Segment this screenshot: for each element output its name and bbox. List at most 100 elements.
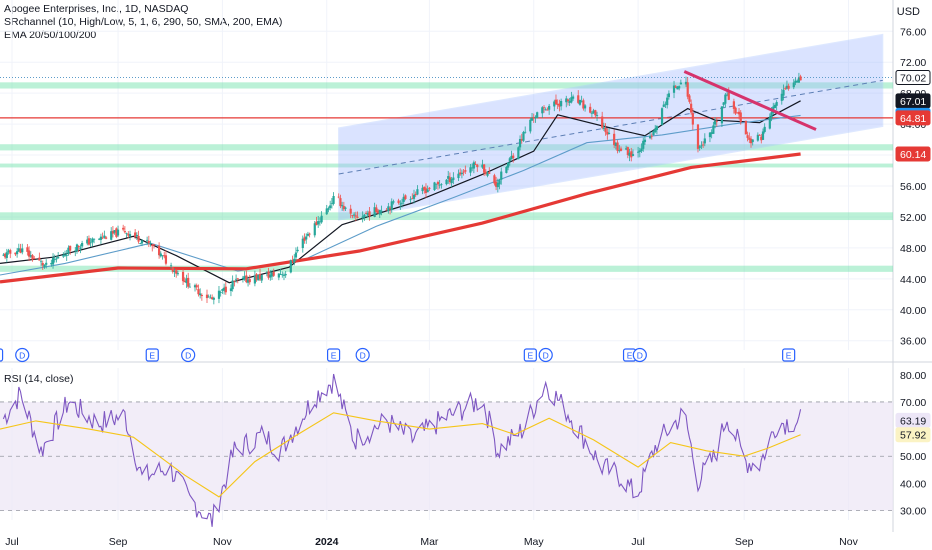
candle-body (626, 147, 629, 156)
rsi-tag: 57.92 (895, 427, 931, 443)
candle-body (341, 205, 344, 207)
candle-body (648, 136, 652, 139)
candle-body (55, 258, 58, 260)
candle-body (104, 237, 108, 239)
candle-body (354, 215, 357, 217)
candle-body (690, 103, 693, 113)
price-tag: 70.02 (895, 70, 931, 86)
candle-body (529, 119, 532, 132)
candle-body (678, 86, 681, 89)
currency-label: USD (896, 6, 920, 18)
candle-body (498, 180, 501, 185)
rsi-panel (0, 373, 893, 527)
price-tick-label: 72.00 (900, 57, 926, 69)
candle-body (229, 288, 233, 292)
earnings-marker[interactable]: E (145, 348, 159, 362)
candle-body (140, 240, 144, 244)
candle-body (330, 203, 333, 205)
candle-body (794, 80, 797, 83)
candle-body (785, 85, 789, 89)
earnings-marker[interactable]: E (326, 348, 341, 362)
candle-body (98, 238, 101, 240)
candle-body (424, 188, 428, 193)
candle-body (217, 290, 221, 299)
candle-body (376, 210, 380, 214)
candle-body (558, 103, 561, 107)
candle-body (5, 252, 8, 258)
candle-body (589, 106, 592, 113)
candle-body (14, 252, 17, 255)
earnings-marker[interactable]: E (0, 348, 4, 362)
candle-body (773, 104, 777, 109)
dividend-marker[interactable]: D (181, 347, 196, 363)
sr-zone (0, 144, 893, 151)
candle-body (169, 265, 173, 267)
candle-body (4, 253, 7, 258)
candle-body (452, 177, 455, 180)
candle-body (613, 133, 616, 146)
candle-body (181, 271, 185, 282)
candle-body (246, 279, 250, 283)
candle-body (474, 164, 477, 165)
candle-body (306, 233, 310, 236)
candle-body (524, 131, 527, 133)
candle-body (385, 209, 388, 211)
candle-body (614, 143, 617, 146)
dividend-marker[interactable]: D (15, 347, 30, 363)
sr-zones (0, 82, 893, 272)
candle-body (27, 250, 31, 257)
candle-body (577, 95, 580, 103)
candle-body (363, 214, 366, 218)
candle-body (279, 274, 282, 275)
ema-50-line (0, 114, 801, 276)
dividend-marker[interactable]: D (632, 347, 647, 363)
candle-body (344, 207, 347, 209)
candle-body (29, 255, 32, 257)
candle-body (209, 297, 212, 299)
candle-body (125, 233, 128, 235)
candle-body (582, 100, 585, 109)
marker-letter: E (627, 351, 633, 361)
candle-body (751, 139, 754, 143)
candle-body (445, 179, 448, 185)
marker-letter: D (543, 351, 549, 361)
candle-body (797, 77, 801, 83)
dividend-marker[interactable]: D (355, 347, 370, 363)
candle-body (296, 249, 299, 252)
tag-value: 67.01 (900, 96, 926, 108)
candle-body (775, 102, 778, 106)
candle-body (267, 271, 270, 278)
earnings-marker[interactable]: E (523, 348, 537, 362)
candle-body (127, 233, 130, 236)
candle-body (2, 254, 5, 256)
candle-body (488, 172, 491, 174)
tag-background (895, 70, 931, 86)
rsi-tick-label: 40.00 (900, 478, 926, 490)
candle-body (483, 164, 486, 173)
time-tick-label: Mar (420, 536, 439, 548)
horizontal-lines (0, 77, 893, 119)
candle-body (518, 138, 522, 148)
candle-body (31, 255, 34, 260)
candle-body (724, 94, 727, 104)
candle-body (173, 270, 176, 273)
candle-body (423, 186, 426, 190)
candle-body (243, 276, 246, 280)
candle-body (101, 237, 104, 239)
candle-body (688, 95, 691, 102)
candle-body (301, 238, 304, 249)
candle-body (758, 135, 761, 136)
candle-body (462, 171, 465, 173)
candle-body (607, 132, 611, 135)
candle-body (289, 259, 292, 273)
candle-body (81, 242, 84, 247)
candle-body (631, 154, 635, 156)
candle-body (257, 274, 260, 281)
candle-body (655, 126, 659, 131)
candle-body (368, 211, 371, 217)
candle-body (650, 135, 653, 137)
earnings-marker[interactable]: E (782, 348, 796, 362)
candle-body (205, 294, 209, 299)
dividend-marker[interactable]: D (538, 347, 553, 363)
